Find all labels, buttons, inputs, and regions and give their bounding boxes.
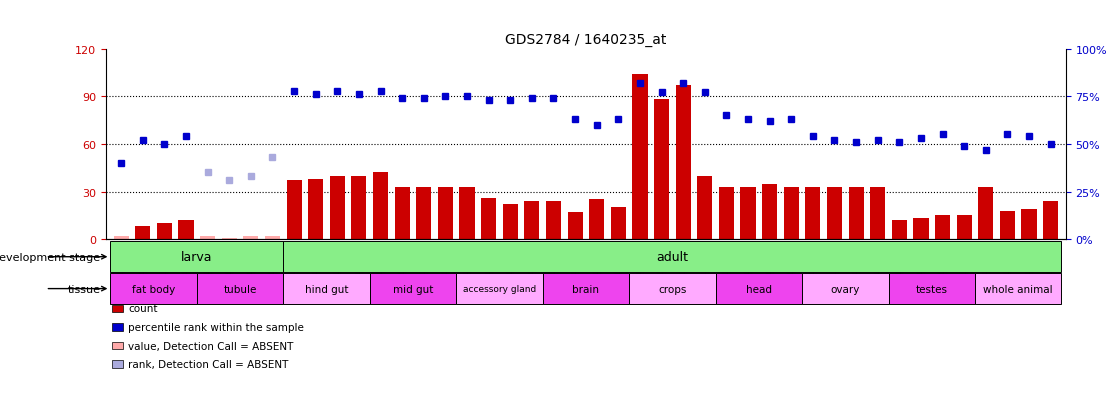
Bar (264, 236, 280, 240)
Bar (1021, 209, 1037, 240)
Bar (222, 238, 237, 240)
Bar (456, 273, 542, 304)
Bar (157, 224, 172, 240)
Title: GDS2784 / 1640235_at: GDS2784 / 1640235_at (506, 33, 666, 47)
Bar (437, 188, 453, 240)
Text: fat body: fat body (132, 284, 175, 294)
Bar (892, 221, 907, 240)
Bar (179, 221, 193, 240)
Bar (589, 200, 604, 240)
Text: value, Detection Call = ABSENT: value, Detection Call = ABSENT (128, 341, 294, 351)
Bar (308, 179, 324, 240)
Bar (352, 176, 366, 240)
Text: whole animal: whole animal (983, 284, 1054, 294)
Bar (806, 188, 820, 240)
Text: tubule: tubule (223, 284, 257, 294)
Bar (1000, 211, 1014, 240)
Bar (802, 273, 888, 304)
Text: rank, Detection Call = ABSENT: rank, Detection Call = ABSENT (128, 359, 289, 369)
Bar (135, 227, 151, 240)
Bar (243, 236, 259, 240)
Text: ovary: ovary (830, 284, 860, 294)
Bar (719, 188, 734, 240)
Bar (870, 188, 885, 240)
Bar (200, 236, 215, 240)
Bar (568, 213, 583, 240)
Bar (935, 216, 950, 240)
Bar (762, 184, 777, 240)
Bar (110, 273, 196, 304)
Text: development stage: development stage (0, 252, 100, 262)
Bar (287, 181, 301, 240)
Text: tissue: tissue (67, 284, 100, 294)
Bar (740, 188, 756, 240)
Bar (196, 273, 283, 304)
Bar (283, 273, 369, 304)
Text: accessory gland: accessory gland (463, 285, 536, 293)
Text: brain: brain (573, 284, 599, 294)
Bar (283, 242, 1061, 273)
Bar (369, 273, 456, 304)
Text: larva: larva (181, 251, 212, 263)
Text: hind gut: hind gut (305, 284, 348, 294)
Bar (715, 273, 802, 304)
Bar (783, 188, 799, 240)
Bar (110, 242, 283, 273)
Bar (1043, 202, 1058, 240)
Bar (633, 75, 647, 240)
Text: testes: testes (916, 284, 947, 294)
Bar (502, 205, 518, 240)
Text: adult: adult (656, 251, 689, 263)
Text: percentile rank within the sample: percentile rank within the sample (128, 322, 305, 332)
Bar (329, 176, 345, 240)
Bar (460, 188, 474, 240)
Text: count: count (128, 304, 157, 313)
Bar (827, 188, 843, 240)
Bar (395, 188, 410, 240)
Bar (629, 273, 715, 304)
Bar (654, 100, 670, 240)
Bar (979, 188, 993, 240)
Text: head: head (745, 284, 772, 294)
Bar (546, 202, 561, 240)
Bar (913, 219, 929, 240)
Bar (888, 273, 975, 304)
Bar (698, 176, 712, 240)
Bar (610, 208, 626, 240)
Bar (373, 173, 388, 240)
Bar (416, 188, 432, 240)
Bar (481, 198, 497, 240)
Text: crops: crops (658, 284, 686, 294)
Bar (525, 202, 539, 240)
Bar (542, 273, 629, 304)
Bar (114, 236, 128, 240)
Bar (675, 86, 691, 240)
Bar (848, 188, 864, 240)
Text: mid gut: mid gut (393, 284, 433, 294)
Bar (975, 273, 1061, 304)
Bar (956, 216, 972, 240)
